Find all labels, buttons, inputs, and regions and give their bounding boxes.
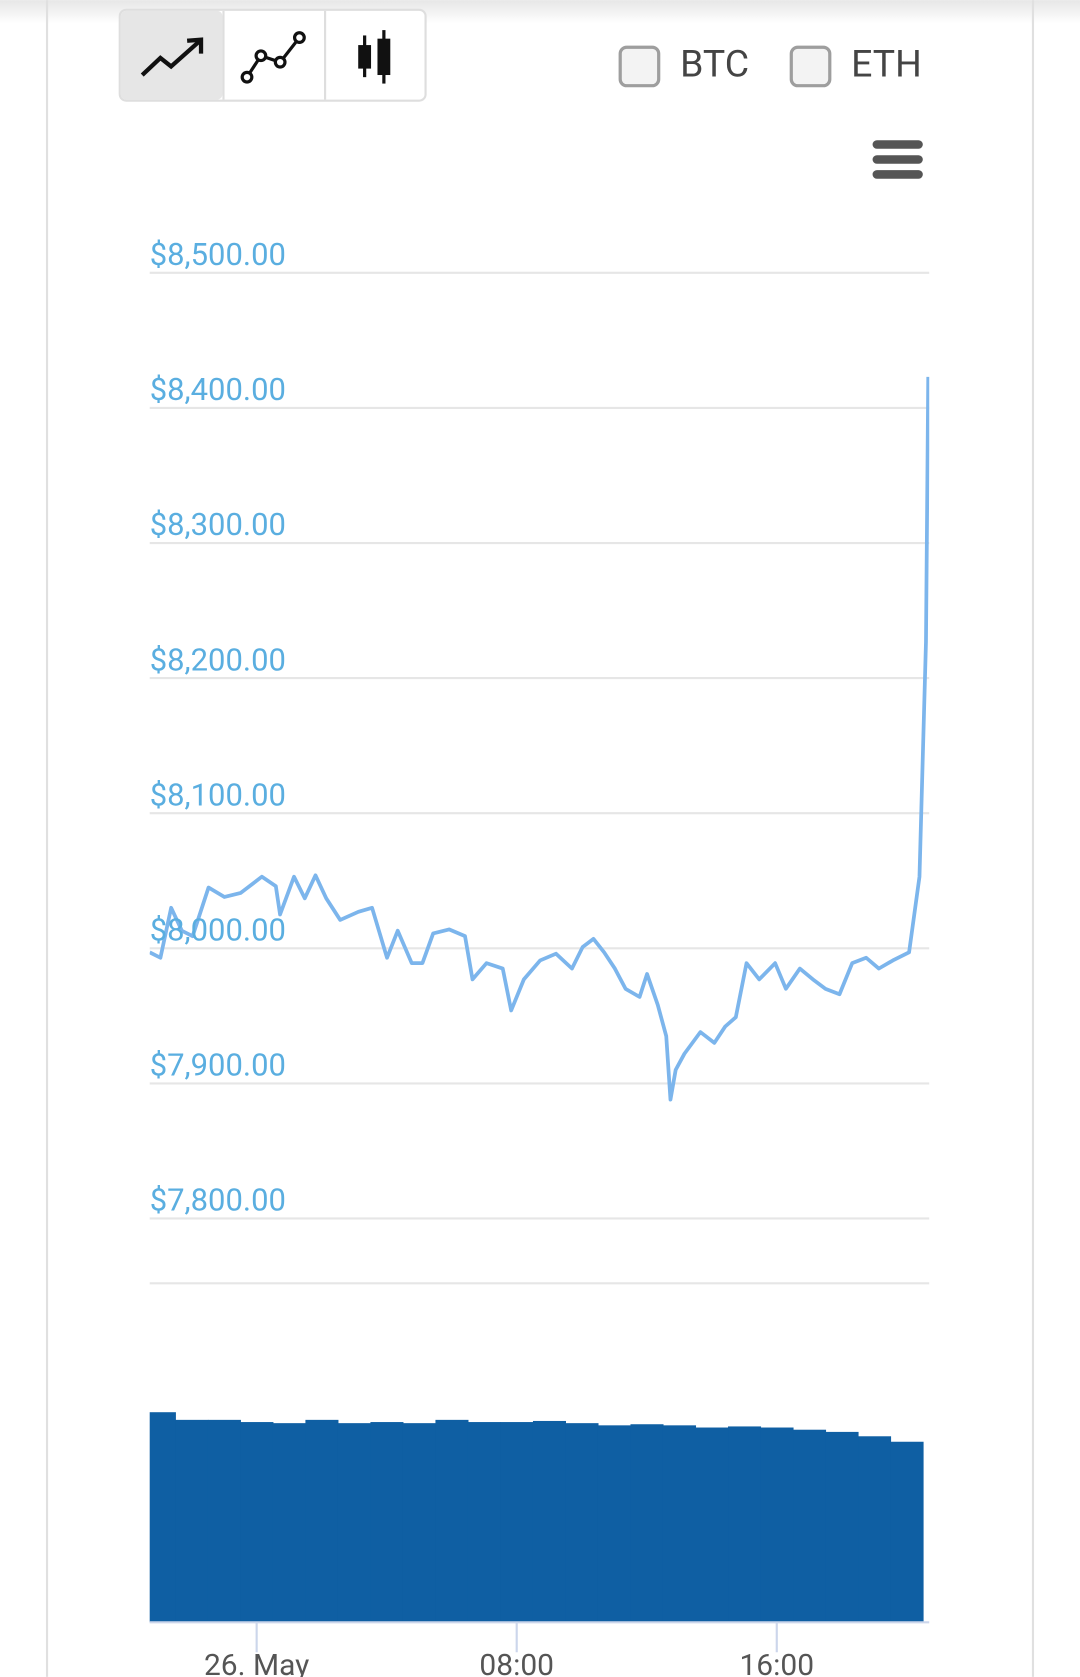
eth-toggle[interactable]: ETH [789, 42, 922, 88]
volume-bar [695, 1427, 729, 1623]
volume-bar [240, 1422, 274, 1623]
x-tick-label: 16:00 [739, 1648, 814, 1677]
volume-bar [728, 1426, 762, 1623]
grid [149, 271, 930, 1220]
price-line [149, 376, 930, 1102]
menu-bar [872, 140, 923, 149]
icon [140, 39, 202, 77]
y-tick-label: $8,300.00 [150, 506, 286, 543]
candlestick-button[interactable] [358, 30, 391, 84]
x-tick-label: 26. May [204, 1648, 309, 1677]
checkbox[interactable] [618, 45, 661, 88]
icon [292, 31, 306, 45]
volume-bar [793, 1429, 827, 1623]
icon [245, 36, 301, 79]
icon [358, 45, 372, 69]
volume-bar [500, 1422, 534, 1623]
volume-bar [370, 1422, 404, 1623]
icon [240, 70, 254, 84]
volume-bar [597, 1425, 632, 1623]
icon [377, 38, 391, 76]
x-tick-label: 08:00 [479, 1648, 554, 1677]
icon [186, 37, 204, 54]
y-tick-label: $7,900.00 [150, 1047, 286, 1084]
checkbox[interactable] [789, 45, 832, 88]
volume-bar [890, 1441, 924, 1623]
y-tick-label: $8,500.00 [150, 236, 286, 273]
volume-bar [630, 1424, 664, 1623]
btc-toggle[interactable]: BTC [618, 42, 749, 88]
volume-bar [175, 1419, 209, 1623]
volume-bar [565, 1423, 599, 1623]
y-tick-label: $7,800.00 [150, 1182, 286, 1219]
line-chart-button[interactable] [240, 31, 306, 84]
volume-bar [305, 1419, 339, 1623]
volume-bar [532, 1420, 567, 1623]
volume-bar [825, 1431, 859, 1623]
menu-bar [872, 155, 923, 164]
y-tick-label: $8,100.00 [150, 776, 286, 813]
y-tick-label: $8,000.00 [150, 911, 286, 948]
volume-bar [337, 1423, 371, 1623]
plot-area [149, 376, 930, 1623]
volume-bar [402, 1423, 436, 1623]
y-tick-label: $8,200.00 [150, 641, 286, 678]
volume-bar [662, 1425, 697, 1623]
volume-bar [149, 1412, 176, 1623]
menu-bar [872, 170, 923, 179]
volume-bar [858, 1436, 892, 1623]
checkbox-label: ETH [851, 42, 922, 86]
volume-bar [435, 1419, 469, 1623]
button-bg [120, 10, 223, 100]
checkbox-label: BTC [680, 42, 749, 86]
volume-bar [272, 1423, 306, 1623]
chart-type-toggle [118, 8, 427, 102]
icon [254, 49, 268, 63]
y-tick-label: $8,400.00 [150, 371, 286, 408]
volume-bar [760, 1427, 794, 1623]
axes: $7,800.00 $7,900.00 $8,000.00 $8,100.00 $8,2… [149, 236, 930, 1677]
icon [273, 55, 287, 69]
menu-button[interactable] [872, 140, 923, 179]
volume-bar [207, 1419, 241, 1623]
volume-bar [467, 1422, 501, 1623]
area-chart-button[interactable] [120, 10, 223, 100]
